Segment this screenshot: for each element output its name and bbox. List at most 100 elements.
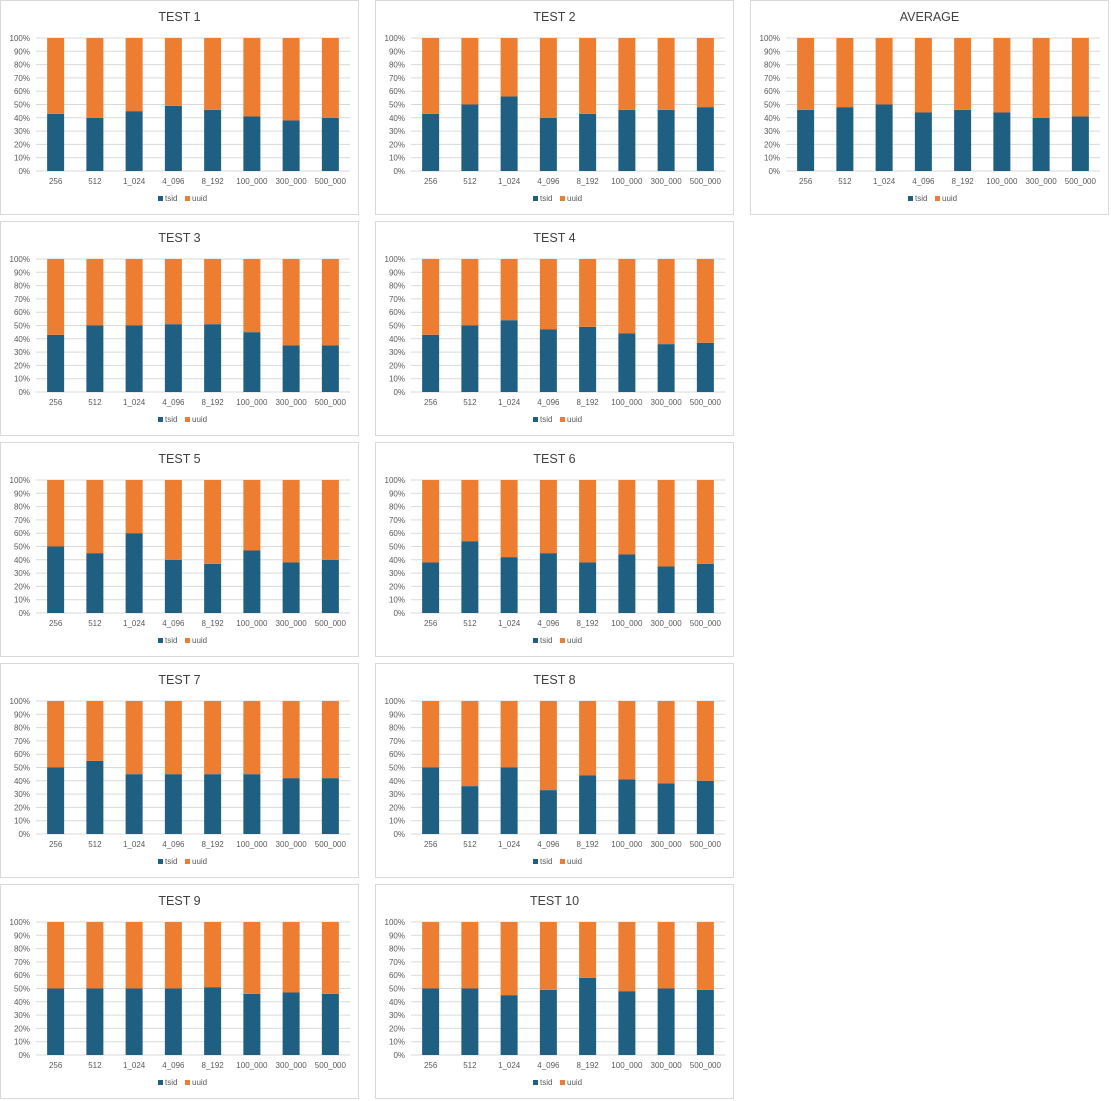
bar-uuid — [500, 701, 518, 768]
bar-tsid — [243, 116, 261, 171]
chart-title: TEST 2 — [533, 10, 576, 24]
bar-tsid — [422, 334, 440, 392]
bar-uuid — [618, 38, 636, 110]
y-tick-label: 40% — [14, 998, 30, 1007]
x-tick-label: 256 — [424, 619, 438, 628]
y-tick-label: 80% — [389, 724, 405, 733]
bar-tsid — [657, 988, 675, 1055]
x-tick-label: 256 — [49, 398, 63, 407]
y-tick-label: 20% — [14, 582, 30, 591]
x-tick-label: 1_024 — [498, 1061, 521, 1070]
y-tick-label: 20% — [389, 361, 405, 370]
y-tick-label: 50% — [14, 764, 30, 773]
legend-label-tsid: tsid — [165, 194, 177, 203]
x-tick-label: 512 — [463, 840, 477, 849]
chart-title: AVERAGE — [899, 10, 960, 24]
bar-uuid — [164, 480, 182, 560]
bar-tsid — [125, 533, 143, 613]
y-tick-label: 0% — [768, 167, 780, 176]
bar-tsid — [500, 995, 518, 1055]
legend-label-uuid: uuid — [942, 194, 957, 203]
chart-title: TEST 3 — [158, 231, 201, 245]
y-tick-label: 30% — [389, 348, 405, 357]
x-tick-label: 4_096 — [537, 1061, 560, 1070]
legend-label-tsid: tsid — [165, 636, 177, 645]
y-tick-label: 50% — [389, 764, 405, 773]
bar-uuid — [422, 922, 440, 989]
legend-label-tsid: tsid — [540, 415, 552, 424]
bar-uuid — [86, 259, 104, 326]
chart-title: TEST 8 — [533, 673, 576, 687]
y-tick-label: 10% — [389, 596, 405, 605]
x-tick-label: 500_000 — [315, 619, 347, 628]
bar-uuid — [696, 259, 714, 343]
bar-uuid — [696, 38, 714, 108]
bar-tsid — [1032, 117, 1050, 171]
legend-label-uuid: uuid — [192, 1078, 207, 1087]
legend-label-tsid: tsid — [540, 857, 552, 866]
y-tick-label: 20% — [14, 140, 30, 149]
bar-uuid — [914, 38, 932, 113]
y-tick-label: 40% — [14, 556, 30, 565]
chart-panel-test-5: TEST 5 0% 10% 20% 30% 40% 50% 60% 70% 80% 90% 100%… — [0, 442, 359, 657]
bar-uuid — [579, 38, 597, 114]
bar-uuid — [125, 922, 143, 989]
x-tick-label: 4_096 — [912, 177, 935, 186]
bar-tsid — [321, 117, 339, 171]
x-tick-label: 256 — [424, 1061, 438, 1070]
x-tick-label: 512 — [88, 619, 102, 628]
legend-swatch-tsid — [533, 196, 538, 201]
bar-uuid — [618, 701, 636, 780]
y-tick-label: 20% — [389, 140, 405, 149]
bar-uuid — [422, 480, 440, 563]
bar-tsid — [422, 113, 440, 171]
bar-uuid — [321, 38, 339, 118]
x-tick-label: 8_192 — [577, 840, 600, 849]
y-tick-label: 10% — [14, 375, 30, 384]
bar-uuid — [500, 922, 518, 996]
chart-svg: 0% 10% 20% 30% 40% 50% 60% 70% 80% 90% 100% 256 512 1… — [385, 476, 725, 645]
x-tick-label: 8_192 — [577, 177, 600, 186]
x-tick-label: 8_192 — [202, 1061, 225, 1070]
y-tick-label: 0% — [393, 1051, 405, 1060]
y-tick-label: 70% — [389, 737, 405, 746]
legend-label-uuid: uuid — [192, 194, 207, 203]
x-tick-label: 512 — [88, 177, 102, 186]
bar-uuid — [86, 701, 104, 761]
y-tick-label: 90% — [14, 47, 30, 56]
bar-tsid — [204, 324, 222, 392]
y-tick-label: 100% — [385, 697, 405, 706]
bar-uuid — [461, 922, 479, 989]
legend-swatch-uuid — [185, 417, 190, 422]
bar-uuid — [696, 701, 714, 781]
bar-tsid — [993, 112, 1011, 171]
bar-uuid — [500, 480, 518, 558]
y-tick-label: 40% — [14, 335, 30, 344]
legend-label-uuid: uuid — [567, 415, 582, 424]
bar-uuid — [461, 480, 479, 542]
bar-uuid — [243, 480, 261, 551]
legend-label-uuid: uuid — [192, 857, 207, 866]
bar-tsid — [618, 554, 636, 613]
x-tick-label: 8_192 — [202, 619, 225, 628]
chart-svg: 0% 10% 20% 30% 40% 50% 60% 70% 80% 90% 100% 256 512 1… — [10, 34, 350, 203]
y-tick-label: 30% — [14, 790, 30, 799]
y-tick-label: 0% — [393, 609, 405, 618]
bar-uuid — [243, 701, 261, 775]
y-tick-label: 40% — [389, 335, 405, 344]
bar-tsid — [125, 325, 143, 392]
bar-tsid — [461, 786, 479, 834]
bar-uuid — [579, 259, 597, 327]
bar-uuid — [539, 259, 557, 330]
y-tick-label: 100% — [10, 918, 30, 927]
y-tick-label: 0% — [393, 167, 405, 176]
y-tick-label: 70% — [14, 516, 30, 525]
y-tick-label: 80% — [14, 724, 30, 733]
bar-tsid — [86, 988, 104, 1055]
y-tick-label: 60% — [389, 971, 405, 980]
bar-uuid — [422, 38, 440, 114]
bar-uuid — [422, 259, 440, 335]
bar-tsid — [657, 566, 675, 613]
bar-uuid — [243, 38, 261, 117]
y-tick-label: 0% — [18, 388, 30, 397]
